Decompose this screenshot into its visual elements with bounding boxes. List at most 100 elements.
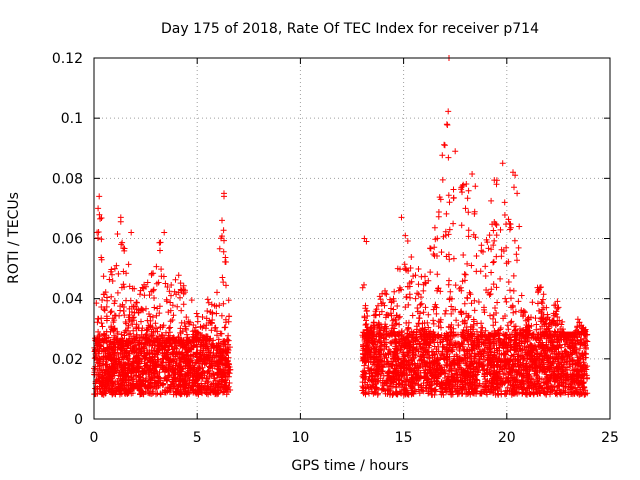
data-points [91, 55, 591, 398]
data-point [204, 296, 211, 303]
data-point [493, 284, 500, 291]
data-point [391, 288, 398, 295]
data-point [166, 325, 172, 332]
data-point [169, 302, 176, 309]
data-point [510, 272, 517, 279]
data-point [408, 254, 415, 260]
x-tick-label: 15 [395, 430, 413, 446]
data-point [490, 258, 497, 265]
data-point [458, 222, 465, 229]
data-point [151, 304, 158, 311]
data-point [99, 323, 106, 330]
data-point [414, 305, 421, 311]
data-point [497, 226, 504, 233]
data-point [172, 276, 179, 283]
data-point [177, 294, 183, 301]
y-tick-label: 0.06 [52, 232, 83, 248]
x-tick-label: 10 [291, 430, 309, 446]
data-point [151, 295, 157, 301]
data-point [153, 391, 159, 398]
data-point [227, 387, 234, 393]
data-point [218, 312, 225, 319]
data-point [148, 270, 155, 277]
data-point [181, 319, 188, 326]
data-point [170, 312, 177, 319]
x-axis-label: GPS time / hours [291, 458, 408, 474]
data-point [137, 291, 143, 298]
data-point [226, 313, 232, 320]
data-point [450, 186, 457, 193]
data-point [100, 273, 107, 280]
data-point [494, 299, 501, 306]
data-point [220, 248, 227, 255]
data-point [174, 303, 181, 310]
data-point [143, 305, 149, 312]
data-point [219, 274, 226, 281]
data-point [147, 390, 154, 397]
data-point [469, 171, 476, 177]
data-point [418, 300, 425, 307]
data-point [431, 224, 438, 231]
y-tick-label: 0.04 [52, 292, 83, 308]
data-point [193, 310, 200, 317]
data-point [111, 265, 118, 272]
x-tick-label: 0 [90, 430, 99, 446]
data-point [166, 329, 173, 336]
data-point [515, 244, 522, 251]
data-point [125, 261, 132, 268]
data-point [472, 183, 479, 190]
y-tick-label: 0.1 [61, 111, 83, 127]
y-axis-label: ROTI / TECUs [6, 192, 22, 284]
data-point [225, 332, 232, 339]
data-point [533, 321, 540, 328]
data-point [490, 227, 497, 234]
data-point [465, 187, 472, 194]
chart-title: Day 175 of 2018, Rate Of TEC Index for r… [161, 21, 539, 37]
data-point [107, 309, 114, 316]
data-point [163, 298, 170, 305]
x-tick-label: 5 [193, 430, 202, 446]
data-point [109, 278, 116, 284]
data-point [95, 315, 102, 322]
y-tick-label: 0.08 [52, 171, 83, 187]
data-point [467, 291, 474, 298]
data-point [460, 252, 467, 258]
data-point [220, 279, 227, 286]
data-point [446, 256, 453, 263]
data-point [97, 215, 104, 222]
data-point [465, 227, 472, 234]
data-point [120, 308, 127, 314]
data-point [433, 310, 440, 317]
data-point [361, 281, 367, 288]
data-point [488, 269, 495, 276]
data-point [404, 238, 411, 244]
data-point [220, 227, 227, 234]
x-tick-label: 25 [601, 430, 619, 446]
y-tick-label: 0.02 [52, 352, 83, 368]
data-point [482, 273, 489, 279]
data-point [113, 262, 120, 269]
data-point [511, 184, 517, 191]
data-point [216, 245, 223, 252]
y-tick-label: 0.12 [52, 51, 83, 67]
data-point [156, 239, 163, 246]
data-point [452, 282, 459, 289]
data-point [508, 318, 515, 325]
data-point [178, 307, 185, 314]
data-point [153, 325, 160, 332]
data-point [104, 297, 111, 304]
data-point [175, 272, 182, 279]
data-point [114, 289, 121, 296]
data-point [532, 315, 539, 322]
data-point [120, 281, 127, 288]
data-point [490, 259, 497, 266]
data-point [223, 282, 229, 289]
data-point [98, 236, 105, 243]
data-point [108, 308, 115, 315]
data-point [94, 319, 101, 326]
data-point [503, 298, 510, 305]
data-point [220, 300, 227, 307]
data-point [510, 309, 517, 316]
